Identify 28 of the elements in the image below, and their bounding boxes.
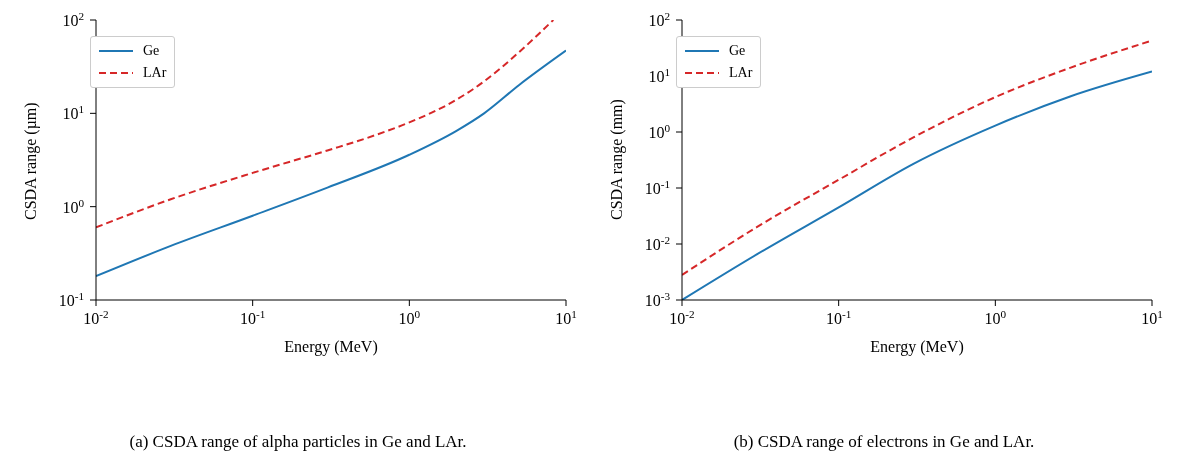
x-tick-label: 10$^{1}$ <box>555 308 577 327</box>
legend-label: Ge <box>143 43 160 59</box>
legend-label: Ge <box>729 43 746 59</box>
y-tick-label: 10$^{-3}$ <box>644 290 671 309</box>
x-axis-title: Energy (MeV) <box>284 338 378 356</box>
y-tick-label: 10$^{1}$ <box>62 103 84 123</box>
x-axis-title: Energy (MeV) <box>870 338 964 356</box>
text: (b) CSDA range of electrons in Ge and LAr. <box>732 432 1036 452</box>
x-tick-label: 10$^{-2}$ <box>83 308 109 327</box>
x-tick-label: 10$^{0}$ <box>984 308 1007 327</box>
x-tick-label: 10$^{0}$ <box>398 308 421 327</box>
text: (a) CSDA range of alpha particles in Ge and LAr. <box>128 432 468 452</box>
x-tick-label: 10$^{-1}$ <box>826 308 852 327</box>
y-tick-label: 10$^{-1}$ <box>644 178 670 197</box>
y-tick-label: 10$^{1}$ <box>648 66 670 85</box>
y-tick-label: 10$^{-2}$ <box>644 234 670 253</box>
y-tick-label: 10$^{-1}$ <box>58 290 84 309</box>
x-tick-label: 10$^{-1}$ <box>240 308 266 327</box>
x-tick-label: 10$^{-2}$ <box>669 308 695 327</box>
y-tick-label: 10$^{0}$ <box>648 122 671 141</box>
legend-label: LAr <box>729 65 753 81</box>
y-tick-label: 10$^{0}$ <box>62 196 85 216</box>
y-axis-title: CSDA range (mm) <box>607 99 626 220</box>
legend-label: LAr <box>143 65 167 81</box>
y-tick-label: 10$^{2}$ <box>648 10 670 29</box>
y-tick-label: 10$^{2}$ <box>62 10 84 29</box>
y-axis-title: CSDA range (µm) <box>21 102 40 220</box>
x-tick-label: 10$^{1}$ <box>1141 308 1163 327</box>
